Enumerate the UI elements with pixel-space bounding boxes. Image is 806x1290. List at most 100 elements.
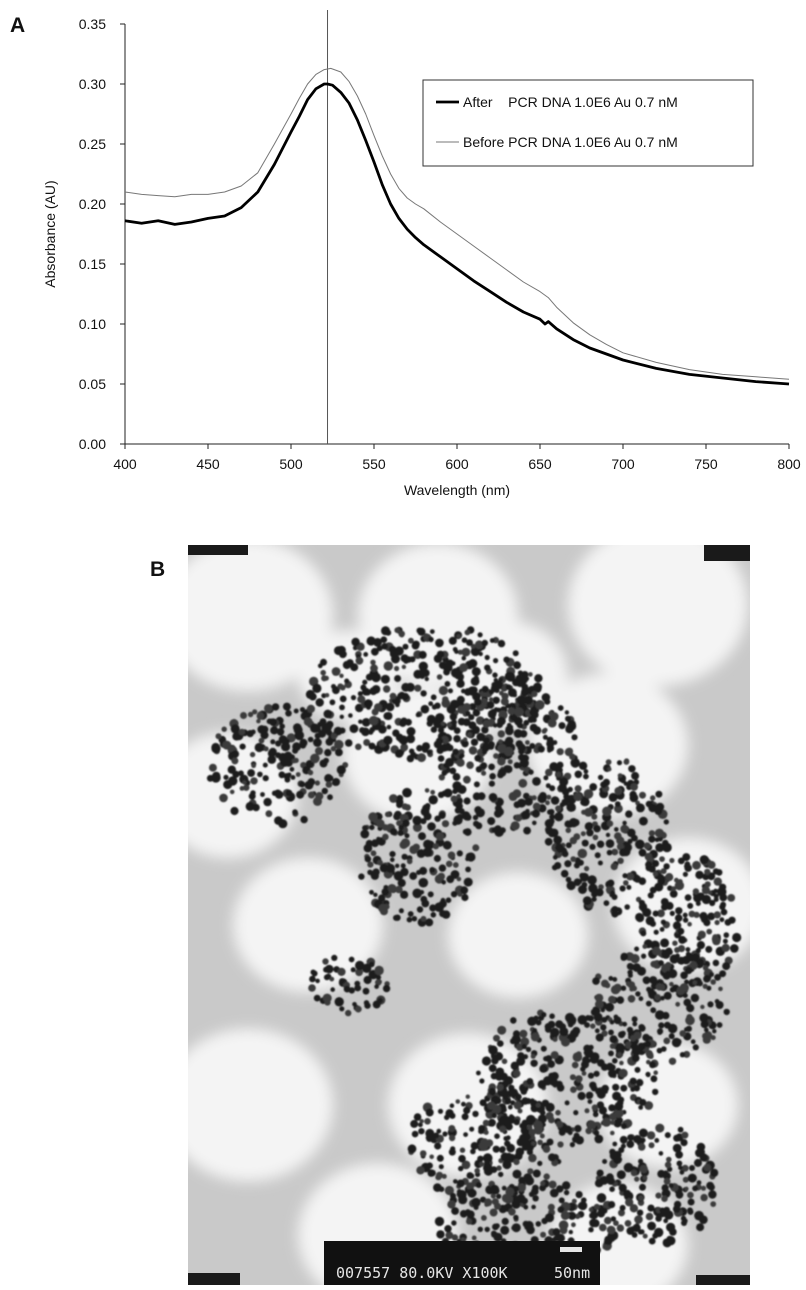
nanoparticle [395, 702, 400, 708]
nanoparticle [616, 1170, 626, 1180]
nanoparticle [668, 1023, 678, 1034]
nanoparticle [461, 1101, 466, 1107]
nanoparticle [571, 1198, 577, 1204]
nanoparticle [605, 759, 612, 765]
nanoparticle [311, 970, 318, 977]
nanoparticle [339, 673, 344, 678]
nanoparticle [483, 737, 490, 744]
nanoparticle [639, 849, 646, 857]
nanoparticle [689, 1165, 695, 1171]
nanoparticle [310, 723, 320, 733]
nanoparticle [671, 886, 677, 892]
nanoparticle [652, 979, 659, 986]
nanoparticle [505, 1187, 515, 1197]
nanoparticle [647, 988, 655, 996]
corner-mark-bottom-left [188, 1273, 240, 1285]
panel-label-b: B [150, 558, 166, 581]
nanoparticle [434, 815, 441, 822]
nanoparticle [677, 927, 685, 935]
nanoparticle [535, 700, 545, 710]
nanoparticle [607, 879, 615, 887]
nanoparticle [537, 745, 545, 753]
nanoparticle [703, 1163, 712, 1172]
nanoparticle [556, 1185, 564, 1193]
nanoparticle [659, 856, 665, 862]
nanoparticle [513, 762, 521, 769]
nanoparticle [457, 705, 466, 714]
nanoparticle [370, 850, 377, 857]
nanoparticle [634, 1066, 641, 1073]
nanoparticle [456, 850, 463, 857]
nanoparticle [367, 861, 374, 868]
nanoparticle [306, 704, 315, 713]
nanoparticle [434, 1216, 445, 1227]
nanoparticle [654, 828, 664, 838]
nanoparticle [362, 679, 368, 685]
nanoparticle [466, 761, 474, 769]
nanoparticle [708, 1183, 715, 1191]
nanoparticle [569, 1142, 575, 1148]
nanoparticle [513, 1101, 522, 1110]
nanoparticle [664, 1210, 674, 1220]
nanoparticle [515, 1147, 525, 1156]
nanoparticle [402, 643, 409, 650]
nanoparticle [630, 783, 638, 791]
nanoparticle [537, 1114, 547, 1124]
nanoparticle [550, 1051, 559, 1060]
nanoparticle [669, 857, 675, 864]
nanoparticle [369, 889, 374, 895]
nanoparticle [685, 947, 691, 952]
nanoparticle [530, 1053, 536, 1059]
nanoparticle [685, 966, 693, 975]
nanoparticle [418, 832, 426, 841]
nanoparticle [418, 661, 428, 671]
nanoparticle [620, 1030, 626, 1037]
nanoparticle [608, 995, 616, 1004]
y-tick-label-3: 0.15 [79, 256, 106, 272]
nanoparticle [425, 1108, 434, 1117]
nanoparticle [684, 1186, 689, 1191]
nanoparticle [644, 1101, 654, 1110]
nanoparticle [482, 1119, 490, 1127]
nanoparticle [406, 916, 413, 923]
nanoparticle [660, 995, 665, 1001]
nanoparticle [697, 980, 703, 987]
nanoparticle [423, 633, 429, 639]
nanoparticle [683, 1050, 691, 1058]
nanoparticle [278, 771, 286, 779]
nanoparticle [516, 1138, 525, 1147]
nanoparticle [658, 960, 664, 966]
nanoparticle [508, 688, 517, 697]
nanoparticle [509, 1114, 514, 1120]
nanoparticle [548, 1180, 557, 1189]
nanoparticle [448, 1125, 456, 1132]
nanoparticle [519, 1029, 528, 1038]
nanoparticle [625, 981, 632, 987]
nanoparticle [475, 822, 483, 830]
nanoparticle [208, 763, 217, 772]
nanoparticle [646, 1059, 651, 1065]
nanoparticle [606, 1176, 615, 1185]
nanoparticle [270, 726, 279, 735]
nanoparticle [535, 1102, 541, 1108]
nanoparticle [471, 1235, 477, 1241]
nanoparticle [639, 1183, 646, 1191]
nanoparticle [704, 868, 711, 876]
nanoparticle [448, 636, 457, 645]
nanoparticle [547, 1203, 555, 1211]
nanoparticle [655, 1123, 665, 1133]
nanoparticle [617, 857, 624, 864]
nanoparticle [247, 711, 254, 718]
nanoparticle [641, 953, 647, 959]
nanoparticle [589, 843, 596, 850]
nanoparticle [260, 725, 269, 734]
nanoparticle [231, 757, 239, 765]
nanoparticle [334, 997, 344, 1007]
nanoparticle [221, 726, 227, 732]
nanoparticle [276, 728, 285, 736]
nanoparticle [355, 960, 365, 971]
nanoparticle [449, 1112, 456, 1119]
nanoparticle [491, 1231, 498, 1238]
nanoparticle [548, 1116, 555, 1124]
nanoparticle [368, 812, 378, 822]
